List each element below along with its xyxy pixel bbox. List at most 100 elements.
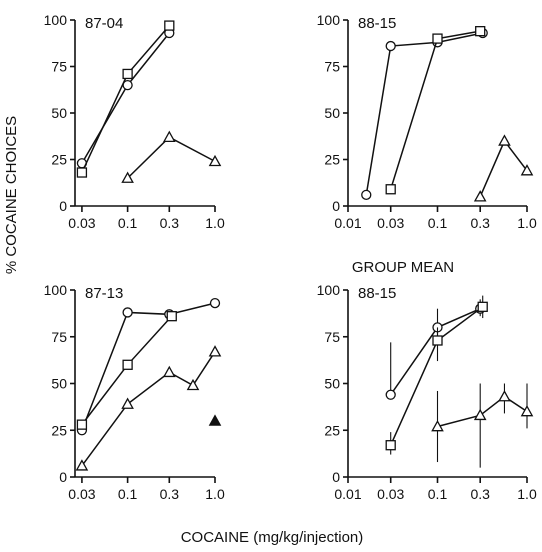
y-tick-label: 50 (324, 376, 340, 392)
x-tick-label: 1.0 (205, 215, 225, 231)
y-tick-label: 25 (324, 152, 340, 168)
data-point-triangle (498, 390, 511, 402)
data-point-square (432, 335, 443, 346)
panel-top-right: 0 25 50 75 100 0.01 0.03 0.1 0.3 1.0 88-15 (317, 12, 537, 231)
x-tick-label: 1.0 (517, 215, 537, 231)
y-tick-label: 100 (44, 282, 68, 298)
y-tick-label: 100 (317, 282, 341, 298)
x-tick-label: 1.0 (205, 486, 225, 502)
data-point-circle (361, 189, 372, 200)
series-circle (385, 299, 486, 400)
x-tick-label: 0.1 (428, 486, 448, 502)
y-tick-label: 75 (324, 59, 340, 75)
series-line (390, 308, 481, 396)
series-line (437, 395, 528, 428)
data-point-triangle (121, 171, 134, 183)
series-circle (361, 27, 488, 200)
y-tick-label: 75 (51, 59, 67, 75)
x-axis-title: COCAINE (mg/kg/injection) (181, 529, 364, 546)
panel-label: 88-15 (358, 15, 396, 32)
data-point-triangle (186, 378, 200, 391)
x-tick-label: 0.3 (160, 486, 180, 502)
data-point-circle (385, 40, 396, 52)
y-axis-title: % COCAINE CHOICES (3, 116, 20, 274)
x-tick-label: 0.3 (160, 215, 180, 231)
data-point-triangle (163, 365, 176, 378)
y-tick-label: 50 (324, 105, 340, 121)
x-tick-label: 0.1 (118, 486, 138, 502)
series-square (385, 295, 488, 455)
series-circle (76, 27, 175, 169)
x-tick-label: 0.3 (470, 215, 490, 231)
x-tick-label: 0.03 (377, 486, 404, 502)
series-line (81, 302, 216, 431)
panel-bottom-left: 0 25 50 75 100 0.03 0.1 0.3 1.0 87-13 (44, 282, 225, 502)
y-tick-label: 75 (324, 329, 340, 345)
y-tick-label: 0 (59, 198, 67, 214)
data-point-square (475, 26, 486, 37)
data-point-square (122, 68, 133, 80)
panel-top-left: 0 25 50 75 100 0.03 0.1 0.3 1.0 87-04 (44, 12, 225, 231)
series-triangle (75, 345, 222, 471)
series-square (385, 26, 486, 195)
x-tick-label: 0.03 (68, 486, 95, 502)
series-triangle (431, 383, 534, 468)
data-point-circle (122, 307, 133, 318)
data-point-square (76, 167, 88, 178)
series-triangle (121, 130, 222, 183)
x-tick-label: 0.03 (68, 215, 95, 231)
series-circle (76, 297, 221, 436)
y-tick-label: 0 (332, 198, 340, 214)
y-tick-label: 50 (51, 105, 67, 121)
series-line (127, 136, 216, 179)
x-tick-label: 0.3 (470, 486, 490, 502)
data-point-triangle (520, 405, 534, 417)
series-line (389, 30, 481, 190)
series-triangle (473, 134, 534, 202)
y-tick-label: 0 (59, 469, 67, 485)
series-line (81, 351, 216, 467)
data-point-square (76, 419, 88, 430)
panel-label: 87-13 (85, 285, 123, 302)
data-point-triangle (473, 408, 487, 421)
y-tick-label: 25 (324, 422, 340, 438)
series-line (479, 139, 528, 197)
data-point-triangle (498, 134, 511, 146)
data-point-triangle (163, 130, 176, 142)
y-tick-label: 100 (44, 12, 68, 28)
data-point-circle (209, 297, 221, 309)
x-tick-label: 1.0 (517, 486, 537, 502)
panel-label: 88-15 (358, 285, 396, 302)
data-point-square (385, 440, 396, 451)
data-point-triangle (431, 419, 444, 432)
panel-heading: GROUP MEAN (352, 259, 454, 276)
x-tick-label: 0.1 (428, 215, 448, 231)
y-tick-label: 0 (332, 469, 340, 485)
y-tick-label: 25 (51, 152, 67, 168)
data-point-square (477, 301, 488, 312)
data-point-triangle (208, 345, 222, 357)
data-point-square (164, 20, 175, 31)
series-line (365, 32, 483, 195)
x-tick-label: 0.01 (334, 486, 361, 502)
data-point-triangle (520, 164, 534, 176)
data-point-triangle (473, 190, 487, 202)
y-tick-label: 25 (51, 422, 67, 438)
y-tick-label: 100 (317, 12, 341, 28)
series-square (76, 311, 177, 430)
data-point-triangle (121, 397, 134, 409)
data-point-square (166, 311, 177, 322)
data-point-square (385, 184, 396, 195)
x-tick-label: 0.1 (118, 215, 138, 231)
data-point-triangle (208, 154, 222, 167)
series-square (76, 20, 175, 178)
data-point-triangle (75, 459, 89, 471)
panel-bottom-right: 0 25 50 75 100 0.01 0.03 0.1 0.3 1.0 88-15 GROUP ME… (317, 259, 537, 502)
data-point-triangle-filled (208, 414, 222, 426)
data-point-circle (385, 389, 396, 400)
y-tick-label: 50 (51, 376, 67, 392)
x-tick-label: 0.03 (377, 215, 404, 231)
data-point-square (122, 359, 133, 370)
data-point-square (432, 33, 443, 44)
